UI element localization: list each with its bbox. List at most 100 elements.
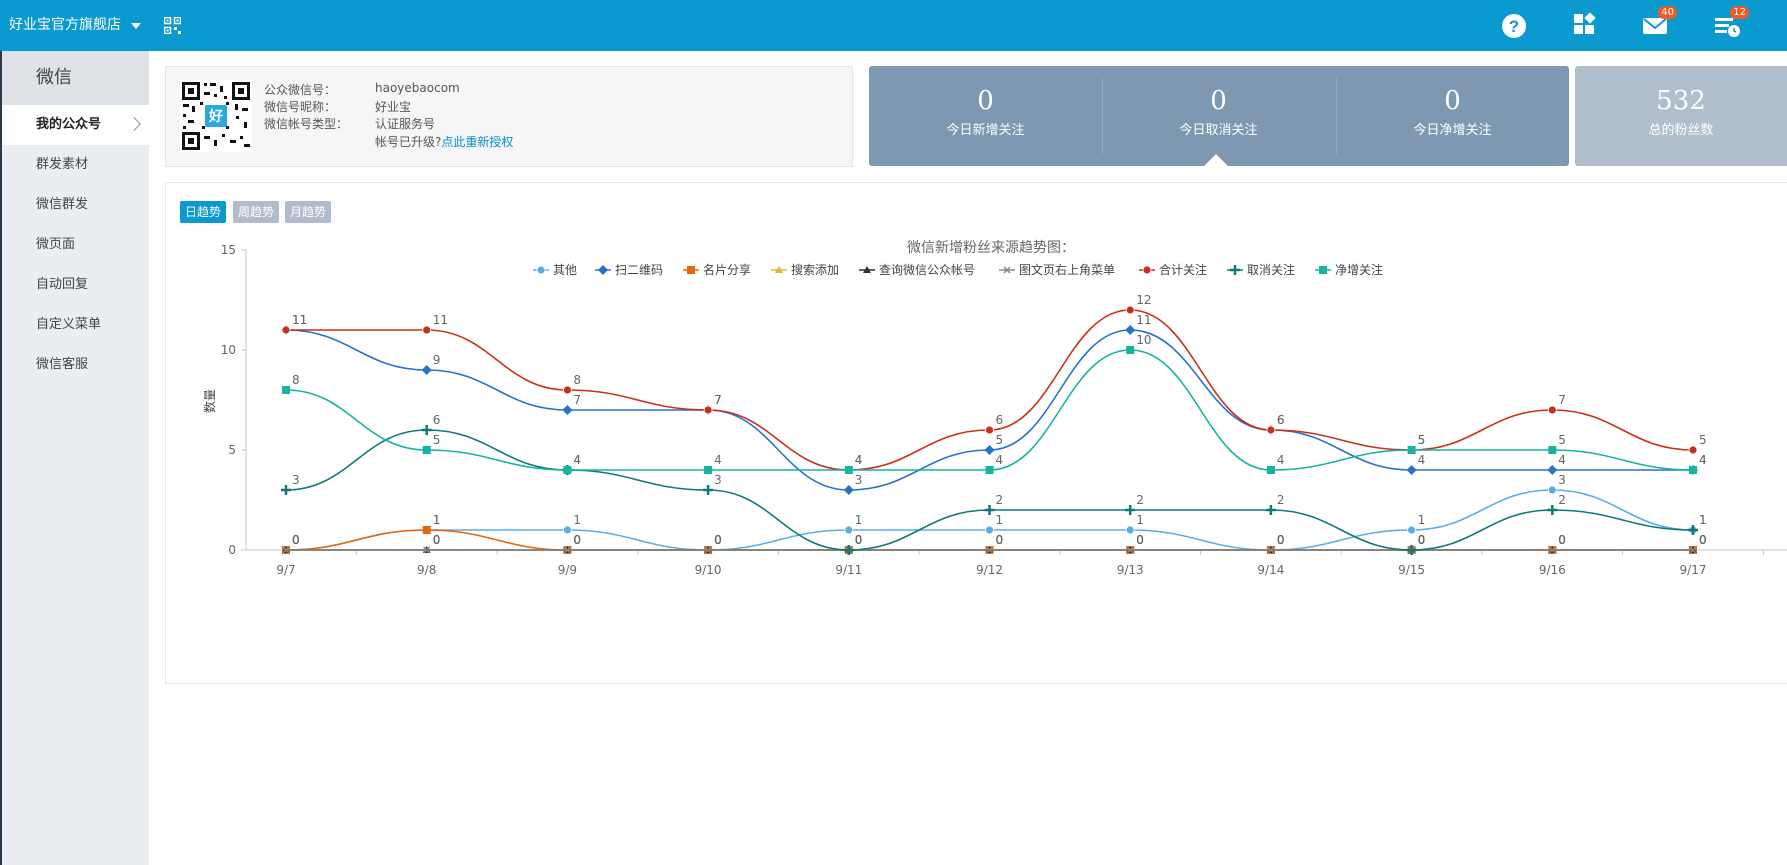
data-point <box>1547 405 1557 415</box>
sidebar-item-materials[interactable]: 群发素材 <box>2 145 149 185</box>
y-tick-label: 5 <box>228 443 236 457</box>
data-label: 6 <box>1277 413 1285 427</box>
data-point <box>984 505 995 515</box>
y-axis-label: 数量 <box>202 389 217 413</box>
data-point <box>1547 485 1557 495</box>
sidebar-item-label: 微页面 <box>36 237 76 252</box>
chevron-right-icon <box>126 116 142 132</box>
y-tick-label: 10 <box>221 343 236 357</box>
data-label: 3 <box>714 473 722 487</box>
stat-new-follow[interactable]: 0 今日新增关注 <box>869 66 1102 166</box>
legend-label: 其他 <box>553 263 577 277</box>
data-label: 1 <box>433 513 441 527</box>
data-label: 0 <box>433 533 441 547</box>
data-point <box>1688 525 1698 535</box>
series-line <box>285 309 1694 471</box>
sidebar-item-custom-menu[interactable]: 自定义菜单 <box>2 305 149 345</box>
data-point <box>1126 346 1135 354</box>
divider <box>1336 78 1337 154</box>
series-5: 0 0 0 0 0 0 0 0 0 0 0 <box>282 533 1707 554</box>
data-point <box>1125 325 1136 335</box>
data-label: 0 <box>996 533 1004 547</box>
tab-monthly-trend[interactable]: 月趋势 <box>285 201 332 223</box>
account-nickname-value: 好业宝 <box>375 100 412 114</box>
data-label: 0 <box>573 533 581 547</box>
account-type-row: 微信帐号类型： 认证服务号 <box>264 115 435 132</box>
data-label: 5 <box>433 433 441 447</box>
series-line <box>285 349 1694 471</box>
svg-text:?: ? <box>1509 17 1519 36</box>
data-point <box>1406 465 1417 475</box>
stat-unfollow[interactable]: 0 今日取消关注 <box>1102 66 1335 166</box>
data-point <box>281 325 291 335</box>
selected-stat-pointer <box>1204 154 1228 166</box>
sidebar-title: 微信 <box>2 51 149 105</box>
data-label: 6 <box>1277 413 1285 427</box>
chart-legend: 其他 扫二维码 名片分享 搜索添加 查询微信公众帐号 图文页右上角菜单 合计关注 取消关注 净增… <box>533 262 1383 277</box>
data-label: 0 <box>855 533 863 547</box>
apps-icon[interactable] <box>1571 12 1599 40</box>
account-type-value: 认证服务号 <box>375 117 436 131</box>
data-label: 0 <box>1699 533 1707 547</box>
data-label: 7 <box>573 393 581 407</box>
tasks-badge: 12 <box>1730 6 1749 19</box>
stat-net-follow[interactable]: 0 今日净增关注 <box>1336 66 1569 166</box>
x-tick-label: 9/11 <box>835 563 862 577</box>
data-label: 0 <box>1277 533 1285 547</box>
data-point <box>1126 546 1134 554</box>
data-label: 0 <box>1699 533 1707 547</box>
legend-label: 搜索添加 <box>791 262 839 277</box>
data-point <box>985 525 994 535</box>
x-tick-label: 9/13 <box>1117 563 1144 577</box>
tasks-icon[interactable]: 12 <box>1713 6 1749 40</box>
data-label: 2 <box>996 493 1004 507</box>
data-label: 2 <box>1136 493 1144 507</box>
account-nickname-row: 微信号昵称： 好业宝 <box>264 98 411 115</box>
x-tick-label: 9/15 <box>1398 563 1425 577</box>
reauthorize-link[interactable]: 点此重新授权 <box>441 135 514 149</box>
data-label: 0 <box>292 533 300 547</box>
account-type-key: 微信帐号类型： <box>264 117 349 131</box>
data-point <box>421 365 432 375</box>
data-point <box>1266 425 1276 435</box>
series-8: 8 5 4 4 4 4 10 4 5 5 4 <box>282 333 1707 474</box>
sidebar: 微信 我的公众号 群发素材 微信群发 微页面 自动回复 自定义菜单 微信客服 <box>0 51 149 865</box>
data-label: 0 <box>996 533 1004 547</box>
tab-weekly-trend[interactable]: 周趋势 <box>233 201 280 223</box>
data-label: 0 <box>1418 533 1426 547</box>
series-2: 0 1 0 0 0 0 0 0 0 0 0 <box>282 513 1707 554</box>
data-point <box>1548 446 1557 454</box>
series-1: 11 9 7 7 3 5 11 6 4 4 4 <box>281 313 1707 495</box>
data-point <box>844 466 853 474</box>
x-tick-label: 9/8 <box>417 563 436 577</box>
sidebar-item-label: 自动回复 <box>36 277 89 292</box>
data-label: 0 <box>1699 533 1707 547</box>
sidebar-item-auto-reply[interactable]: 自动回复 <box>2 265 149 305</box>
data-label: 0 <box>573 533 581 547</box>
sidebar-item-mass-send[interactable]: 微信群发 <box>2 185 149 225</box>
data-point <box>1547 465 1558 475</box>
legend-item: 合计关注 <box>1139 262 1207 277</box>
mail-icon[interactable]: 40 <box>1641 6 1677 40</box>
data-label: 0 <box>996 533 1004 547</box>
data-point <box>844 525 854 535</box>
sidebar-item-my-account[interactable]: 我的公众号 <box>2 105 149 145</box>
data-point <box>1689 466 1697 474</box>
data-label: 0 <box>714 533 722 547</box>
store-switcher[interactable]: 好业宝官方旗舰店 <box>9 0 141 51</box>
sidebar-item-customer-service[interactable]: 微信客服 <box>2 345 149 385</box>
sidebar-item-micro-page[interactable]: 微页面 <box>2 225 149 265</box>
data-point <box>563 546 571 554</box>
data-label: 4 <box>1277 453 1285 467</box>
data-label: 0 <box>1277 533 1285 547</box>
data-point <box>282 386 290 394</box>
data-point <box>985 466 994 474</box>
legend-label: 合计关注 <box>1159 262 1207 277</box>
tab-daily-trend[interactable]: 日趋势 <box>180 201 227 223</box>
legend-marker <box>536 265 546 275</box>
data-label: 6 <box>996 413 1004 427</box>
account-upgrade-row: 帐号已升级? 点此重新授权 <box>264 133 513 150</box>
data-point <box>282 546 290 554</box>
help-icon[interactable]: ? <box>1500 12 1528 40</box>
qrcode-icon[interactable] <box>164 17 181 34</box>
